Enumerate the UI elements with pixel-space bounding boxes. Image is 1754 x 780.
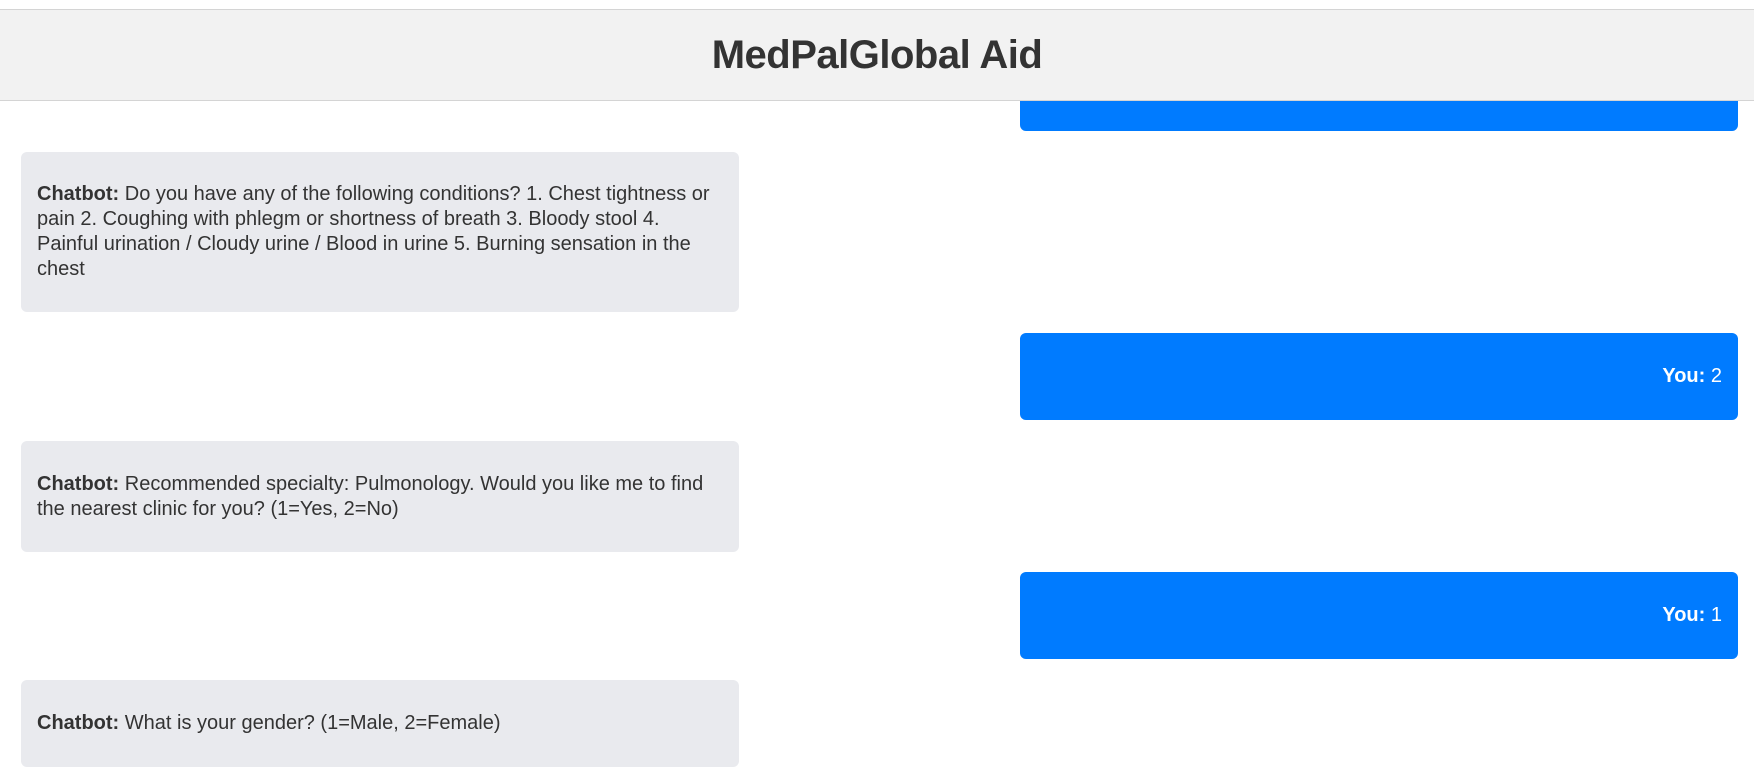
user-message: You: 2: [1020, 333, 1738, 420]
message-speaker: Chatbot:: [37, 183, 120, 205]
message-text: 2: [1705, 365, 1722, 387]
page-title: MedPalGlobal Aid: [711, 32, 1043, 77]
message-speaker: You:: [1662, 604, 1706, 626]
message-text: Recommended specialty: Pulmonology. Woul…: [37, 472, 704, 520]
app-header: MedPalGlobal Aid: [0, 9, 1754, 101]
message-text: Do you have any of the following conditi…: [37, 183, 710, 280]
bot-message: Chatbot: Do you have any of the followin…: [21, 152, 739, 312]
bot-message: Chatbot: Recommended specialty: Pulmonol…: [21, 441, 739, 552]
message-speaker: Chatbot:: [37, 712, 120, 734]
message-speaker: Chatbot:: [37, 472, 120, 495]
message-text: 1: [1705, 604, 1722, 626]
message-speaker: You:: [1662, 365, 1706, 387]
user-message: You: 1: [1020, 572, 1738, 659]
bot-message: Chatbot: What is your gender? (1=Male, 2…: [21, 680, 739, 767]
message-text: What is your gender? (1=Male, 2=Female): [119, 712, 501, 734]
